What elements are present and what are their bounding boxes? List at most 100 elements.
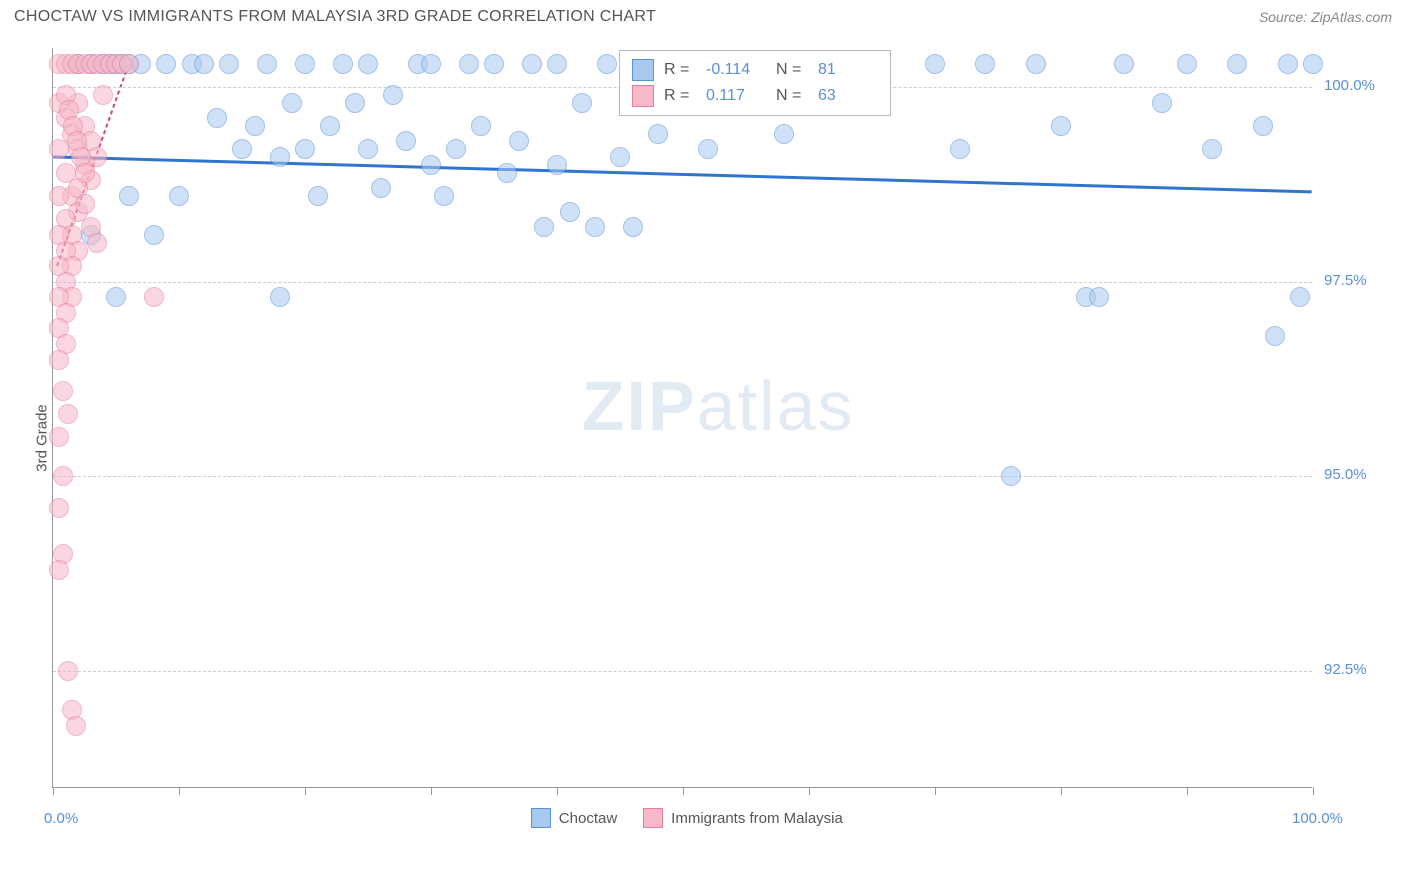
scatter-point bbox=[610, 147, 630, 167]
scatter-point bbox=[1253, 116, 1273, 136]
scatter-point bbox=[156, 54, 176, 74]
scatter-point bbox=[648, 124, 668, 144]
scatter-point bbox=[358, 139, 378, 159]
x-tick bbox=[305, 787, 306, 795]
scatter-point bbox=[1278, 54, 1298, 74]
scatter-point bbox=[1026, 54, 1046, 74]
scatter-point bbox=[421, 54, 441, 74]
scatter-point bbox=[49, 560, 69, 580]
scatter-point bbox=[75, 163, 95, 183]
scatter-point bbox=[169, 186, 189, 206]
legend-correlation: R =-0.114N =81R =0.117N =63 bbox=[619, 50, 891, 116]
legend-series: Choctaw Immigrants from Malaysia bbox=[531, 808, 861, 828]
x-tick bbox=[683, 787, 684, 795]
scatter-point bbox=[194, 54, 214, 74]
scatter-point bbox=[509, 131, 529, 151]
scatter-point bbox=[219, 54, 239, 74]
y-axis-label: 3rd Grade bbox=[33, 404, 50, 472]
x-tick bbox=[557, 787, 558, 795]
scatter-point bbox=[396, 131, 416, 151]
chart-header: CHOCTAW VS IMMIGRANTS FROM MALAYSIA 3RD … bbox=[0, 0, 1406, 30]
scatter-point bbox=[1114, 54, 1134, 74]
gridline-h bbox=[53, 476, 1312, 477]
x-tick bbox=[179, 787, 180, 795]
scatter-point bbox=[207, 108, 227, 128]
scatter-point bbox=[257, 54, 277, 74]
scatter-point bbox=[1177, 54, 1197, 74]
scatter-point bbox=[295, 54, 315, 74]
scatter-point bbox=[58, 661, 78, 681]
scatter-point bbox=[49, 427, 69, 447]
scatter-point bbox=[446, 139, 466, 159]
legend-n-value: 63 bbox=[818, 87, 878, 105]
scatter-point bbox=[144, 287, 164, 307]
scatter-point bbox=[698, 139, 718, 159]
scatter-point bbox=[950, 139, 970, 159]
trend-line bbox=[53, 157, 1311, 192]
scatter-point bbox=[270, 147, 290, 167]
legend-n-label: N = bbox=[776, 87, 808, 105]
watermark-light: atlas bbox=[697, 367, 855, 445]
scatter-point bbox=[1152, 93, 1172, 113]
legend-n-value: 81 bbox=[818, 61, 878, 79]
x-tick bbox=[809, 787, 810, 795]
x-tick bbox=[1187, 787, 1188, 795]
legend-r-label: R = bbox=[664, 87, 696, 105]
watermark: ZIPatlas bbox=[582, 366, 855, 446]
scatter-point bbox=[774, 124, 794, 144]
scatter-point bbox=[1202, 139, 1222, 159]
legend-row: R =-0.114N =81 bbox=[632, 57, 878, 83]
scatter-point bbox=[358, 54, 378, 74]
x-tick bbox=[53, 787, 54, 795]
scatter-point bbox=[119, 186, 139, 206]
scatter-point bbox=[522, 54, 542, 74]
scatter-point bbox=[484, 54, 504, 74]
legend-swatch bbox=[531, 808, 551, 828]
x-tick bbox=[1061, 787, 1062, 795]
scatter-point bbox=[434, 186, 454, 206]
legend-swatch bbox=[643, 808, 663, 828]
scatter-point bbox=[547, 54, 567, 74]
gridline-h bbox=[53, 671, 1312, 672]
legend-r-label: R = bbox=[664, 61, 696, 79]
scatter-point bbox=[1290, 287, 1310, 307]
scatter-point bbox=[49, 186, 69, 206]
scatter-point bbox=[1227, 54, 1247, 74]
x-min-label: 0.0% bbox=[44, 810, 78, 827]
scatter-point bbox=[1089, 287, 1109, 307]
scatter-point bbox=[459, 54, 479, 74]
scatter-point bbox=[345, 93, 365, 113]
x-max-label: 100.0% bbox=[1292, 810, 1343, 827]
scatter-point bbox=[371, 178, 391, 198]
scatter-point bbox=[53, 466, 73, 486]
scatter-point bbox=[547, 155, 567, 175]
y-tick-label: 100.0% bbox=[1324, 77, 1375, 94]
scatter-point bbox=[93, 85, 113, 105]
scatter-point bbox=[975, 54, 995, 74]
x-tick bbox=[431, 787, 432, 795]
scatter-point bbox=[282, 93, 302, 113]
scatter-point bbox=[534, 217, 554, 237]
scatter-point bbox=[49, 498, 69, 518]
scatter-point bbox=[383, 85, 403, 105]
scatter-point bbox=[1265, 326, 1285, 346]
scatter-point bbox=[119, 54, 139, 74]
plot-area: ZIPatlas bbox=[52, 48, 1312, 788]
chart-source: Source: ZipAtlas.com bbox=[1259, 9, 1392, 25]
scatter-point bbox=[597, 54, 617, 74]
scatter-point bbox=[49, 350, 69, 370]
scatter-point bbox=[295, 139, 315, 159]
scatter-point bbox=[308, 186, 328, 206]
y-tick-label: 97.5% bbox=[1324, 272, 1367, 289]
legend-n-label: N = bbox=[776, 61, 808, 79]
scatter-point bbox=[1001, 466, 1021, 486]
scatter-point bbox=[144, 225, 164, 245]
legend-series-label: Immigrants from Malaysia bbox=[671, 810, 843, 827]
scatter-point bbox=[320, 116, 340, 136]
scatter-point bbox=[270, 287, 290, 307]
legend-series-label: Choctaw bbox=[559, 810, 617, 827]
scatter-point bbox=[560, 202, 580, 222]
scatter-point bbox=[58, 404, 78, 424]
scatter-point bbox=[1303, 54, 1323, 74]
y-tick-label: 95.0% bbox=[1324, 466, 1367, 483]
